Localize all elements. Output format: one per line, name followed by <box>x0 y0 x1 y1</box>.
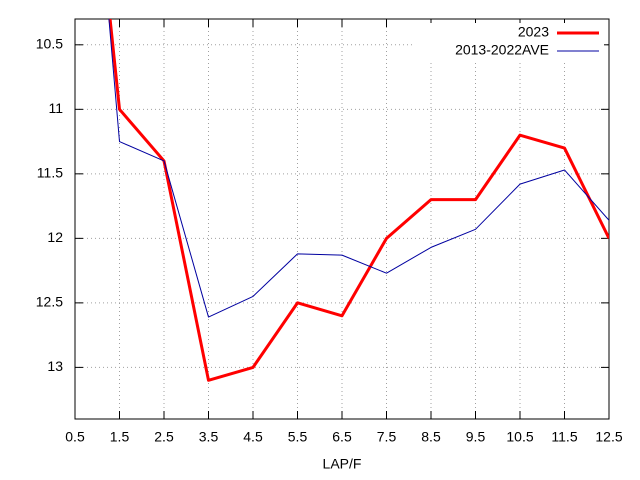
series-line <box>108 19 609 318</box>
x-tick-label: 0.5 <box>65 429 85 445</box>
y-tick-label: 10.5 <box>36 36 63 52</box>
x-tick-label: 1.5 <box>110 429 130 445</box>
y-tick-label: 12.5 <box>36 294 63 310</box>
x-axis-label: LAP/F <box>323 456 362 472</box>
x-tick-label: 3.5 <box>199 429 219 445</box>
x-tick-label: 5.5 <box>288 429 308 445</box>
x-tick-label: 9.5 <box>466 429 486 445</box>
x-tick-label: 12.5 <box>595 429 622 445</box>
x-tick-label: 2.5 <box>154 429 174 445</box>
x-tick-label: 7.5 <box>377 429 397 445</box>
x-tick-label: 4.5 <box>243 429 263 445</box>
legend-box <box>414 23 604 63</box>
x-tick-label: 11.5 <box>551 429 577 445</box>
plot-area <box>108 19 609 382</box>
legend-label: 2013-2022AVE <box>455 42 549 58</box>
x-tick-label: 10.5 <box>506 429 533 445</box>
y-tick-label: 12 <box>47 229 63 245</box>
y-tick-label: 11 <box>48 100 63 116</box>
x-tick-label: 8.5 <box>421 429 441 445</box>
y-tick-label: 13 <box>47 358 63 374</box>
x-tick-label: 6.5 <box>332 429 352 445</box>
y-tick-label: 11.5 <box>37 165 63 181</box>
legend-label: 2023 <box>518 24 549 40</box>
plot-frame <box>74 18 610 420</box>
